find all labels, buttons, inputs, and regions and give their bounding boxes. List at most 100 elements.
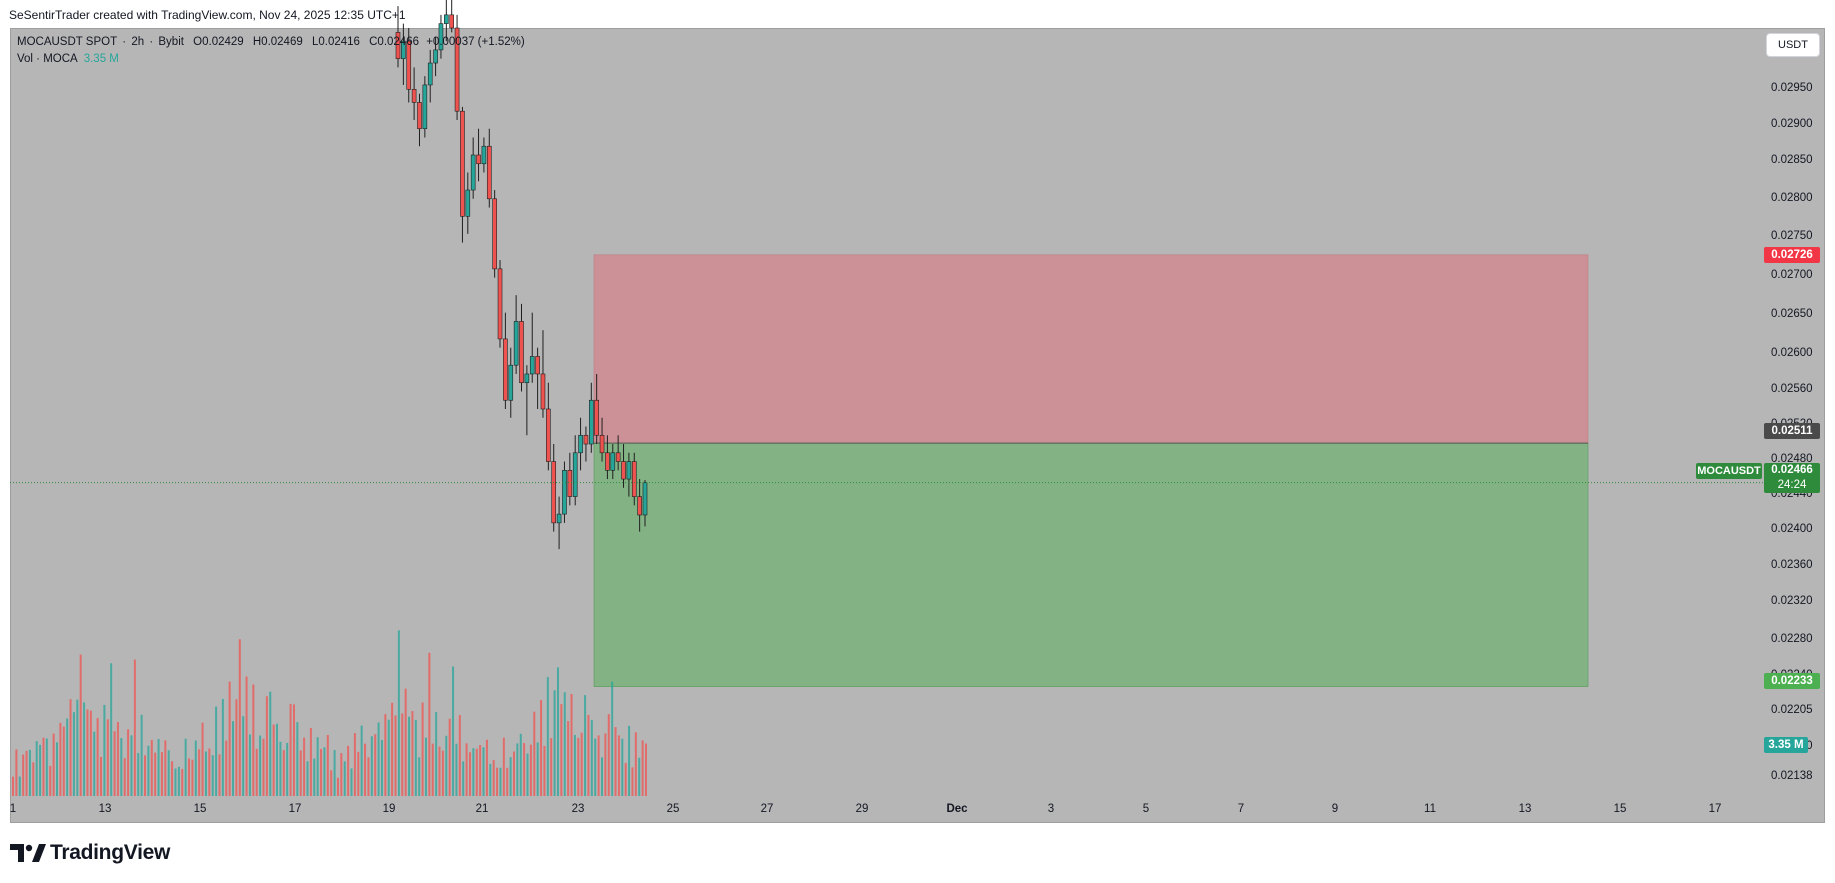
volume-bar	[540, 700, 543, 796]
volume-row: Vol · MOCA 3.35 M	[17, 51, 525, 68]
volume-bar	[309, 727, 312, 796]
volume-bar	[59, 722, 62, 796]
volume-bar	[512, 751, 515, 796]
tradingview-logo-icon	[10, 844, 46, 862]
candle-body	[535, 356, 540, 375]
candle-body	[529, 356, 535, 375]
volume-bar	[391, 702, 394, 796]
candle-body	[551, 461, 557, 524]
volume-bar	[232, 721, 235, 796]
volume-bar	[408, 716, 411, 796]
volume-bar	[35, 741, 38, 796]
candle-body	[492, 198, 497, 270]
volume-bar	[506, 767, 509, 796]
candle-body	[417, 102, 422, 130]
volume-bar	[584, 695, 587, 796]
current-price-value: 0.02466	[1771, 464, 1813, 476]
volume-bar	[167, 750, 170, 796]
candle-body	[594, 399, 599, 436]
volume-bar	[157, 738, 160, 796]
volume-bar	[130, 735, 133, 796]
currency-unit-button[interactable]: USDT	[1766, 33, 1820, 57]
volume-bar	[116, 722, 119, 796]
candle-body	[406, 40, 412, 90]
volume-bar	[252, 684, 255, 796]
volume-bar	[262, 738, 265, 796]
volume-bar	[641, 740, 644, 796]
volume-bar	[482, 747, 485, 796]
candle-body	[578, 434, 583, 454]
volume-bar	[435, 712, 438, 796]
volume-bar	[76, 699, 79, 796]
candle-body	[481, 145, 487, 165]
chart-legend: MOCAUSDT SPOT · 2h · Bybit O0.02429 H0.0…	[17, 34, 525, 68]
volume-bar	[133, 659, 136, 796]
time-axis-label: 29	[855, 803, 869, 815]
volume-bar	[154, 752, 157, 796]
volume-bar	[645, 743, 647, 796]
volume-bar	[614, 727, 617, 796]
candle-body	[567, 470, 573, 497]
time-axis-label: 5	[1142, 803, 1150, 815]
volume-bar	[600, 757, 603, 796]
volume-bar	[86, 709, 89, 796]
volume-bar	[364, 743, 367, 796]
volume-bar	[458, 715, 461, 796]
time-axis-label: 27	[760, 803, 774, 815]
price-axis-label: 0.02560	[1771, 383, 1813, 395]
volume-bar	[69, 699, 72, 796]
volume-bar	[421, 702, 424, 796]
volume-bar	[509, 757, 512, 796]
ohlc-row: MOCAUSDT SPOT · 2h · Bybit O0.02429 H0.0…	[17, 36, 525, 48]
time-axis-label: 9	[1331, 803, 1339, 815]
tradingview-brand[interactable]: TradingView	[10, 840, 170, 866]
volume-bar	[631, 767, 634, 796]
time-axis-label: 15	[193, 803, 207, 815]
volume-bar	[397, 630, 400, 796]
volume-bar	[387, 719, 390, 796]
volume-bar	[194, 740, 197, 796]
volume-bar	[255, 748, 258, 796]
volume-bar	[587, 714, 590, 796]
volume-bar	[519, 733, 522, 796]
candle-body	[438, 23, 444, 51]
volume-bar	[580, 732, 583, 796]
legend-symbol: MOCAUSDT SPOT	[17, 36, 118, 48]
volume-bar	[380, 740, 383, 796]
price-axis-label: 0.02280	[1771, 633, 1813, 645]
volume-bar	[286, 742, 289, 796]
volume-bar	[550, 738, 553, 796]
volume-bar	[96, 718, 99, 796]
volume-bar	[638, 757, 641, 796]
volume-bar	[343, 761, 346, 796]
candle-body	[513, 321, 519, 366]
volume-bar	[188, 758, 191, 796]
volume-bar	[489, 763, 492, 796]
volume-bar	[120, 738, 123, 796]
time-axis-label: 13	[98, 803, 112, 815]
volume-bar	[140, 714, 143, 796]
candle-body	[460, 110, 465, 217]
volume-bar	[634, 732, 637, 796]
volume-bar	[265, 696, 268, 796]
volume-bar	[594, 738, 597, 796]
volume-bar	[12, 776, 14, 796]
candle-body	[599, 434, 605, 454]
price-axis-label: 0.02320	[1771, 595, 1813, 607]
volume-bar	[89, 710, 92, 796]
volume-bar	[441, 750, 444, 796]
volume-bar	[360, 725, 363, 796]
volume-bar	[570, 693, 573, 796]
volume-bar	[323, 747, 326, 796]
legend-close: C0.02466	[369, 36, 419, 48]
candle-body	[524, 373, 530, 384]
volume-value: 3.35 M	[83, 53, 119, 65]
candle-body	[497, 268, 503, 340]
candle-body	[470, 154, 476, 191]
candle-body	[508, 364, 514, 401]
volume-bar	[123, 758, 126, 796]
symbol-price-tag: MOCAUSDT	[1696, 463, 1762, 479]
candle-body	[546, 408, 551, 462]
time-axis-label: 1	[9, 803, 17, 815]
